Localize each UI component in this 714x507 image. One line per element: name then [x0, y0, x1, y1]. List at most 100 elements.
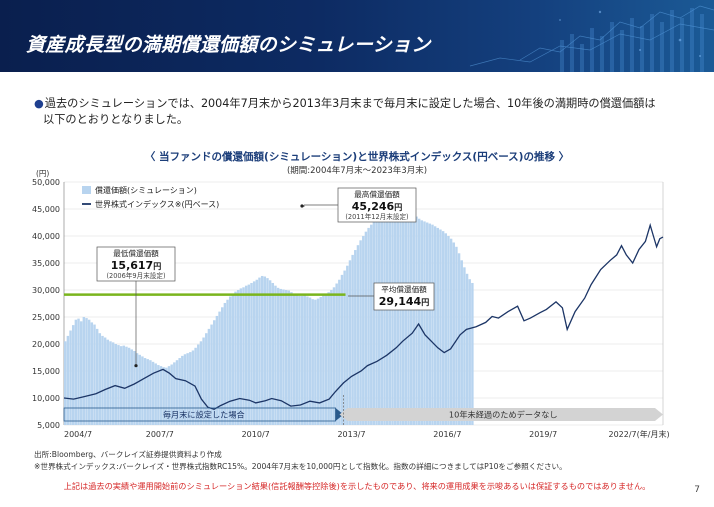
bar-redemption-value [335, 283, 338, 425]
bar-redemption-value [218, 311, 221, 425]
bar-redemption-value [417, 218, 421, 425]
bar-redemption-value [396, 211, 400, 425]
bar-redemption-value [247, 284, 251, 425]
bar-redemption-value [276, 287, 280, 425]
bar-redemption-value [258, 277, 261, 425]
bar-redemption-value [303, 295, 306, 425]
bar-redemption-value [210, 324, 213, 425]
bar-redemption-value [165, 367, 168, 425]
bar-redemption-value [69, 330, 72, 425]
bar-redemption-value [468, 279, 471, 425]
bar-redemption-value [362, 236, 365, 425]
bar-redemption-value [183, 354, 187, 425]
header-decoration [469, 5, 714, 72]
bar-redemption-value [87, 319, 91, 425]
x-tick-label: 2013/7 [337, 430, 365, 439]
bar-redemption-value [399, 210, 402, 425]
index-line [63, 222, 664, 411]
bar-redemption-value [146, 359, 149, 425]
bar-redemption-value [351, 254, 354, 425]
bar-redemption-value [255, 279, 259, 425]
bar-redemption-value [332, 287, 336, 425]
bar-redemption-value [250, 282, 253, 425]
y-tick-label: 5,000 [37, 421, 60, 430]
bar-redemption-value [449, 238, 453, 425]
bar-redemption-value [122, 345, 125, 425]
footnote-source: 出所:Bloomberg、バークレイズ証券提供資料より作成 [34, 450, 222, 459]
bar-redemption-value [370, 224, 373, 425]
avg-callout-value: 29,144円 [379, 295, 429, 308]
bar-redemption-value [314, 299, 317, 425]
page-number: 7 [694, 485, 700, 495]
bar-redemption-value [260, 275, 264, 425]
bar-redemption-value [415, 216, 418, 425]
y-tick-label: 25,000 [32, 313, 60, 322]
bar-redemption-value [231, 293, 235, 425]
bar-redemption-value [383, 216, 386, 425]
bar-redemption-value [412, 214, 416, 425]
band-right-arrow-right-icon [655, 408, 663, 421]
bar-redemption-value [64, 341, 67, 425]
y-unit-label: (円) [36, 169, 49, 178]
bar-redemption-value [457, 253, 461, 425]
max-callout-value: 45,246円 [352, 200, 402, 213]
bar-redemption-value [199, 341, 203, 425]
bar-redemption-value [263, 276, 267, 425]
bar-redemption-value [173, 362, 176, 425]
bar-redemption-value [279, 288, 283, 425]
bar-redemption-value [348, 260, 352, 425]
bar-redemption-value [316, 298, 320, 425]
max-callout-title: 最高償還価額 [354, 189, 400, 199]
bar-redemption-value [436, 227, 440, 425]
band-right-box [347, 408, 655, 421]
bar-redemption-value [471, 282, 474, 425]
bar-redemption-value [431, 224, 434, 425]
bar-redemption-value [378, 218, 381, 425]
bar-redemption-value [82, 317, 86, 425]
band-left-label: 毎月末に設定した場合 [163, 410, 245, 420]
bar-redemption-value [409, 211, 413, 425]
bar-redemption-value [191, 350, 195, 425]
bar-redemption-value [441, 231, 445, 425]
bar-redemption-value [367, 227, 370, 425]
x-tick-label: 2019/7 [529, 430, 557, 439]
bar-redemption-value [268, 280, 272, 425]
bar-redemption-value [77, 318, 80, 425]
bar-redemption-value [98, 333, 102, 425]
bar-redemption-value [274, 285, 277, 425]
bar-redemption-value [271, 282, 275, 425]
disclaimer: 上記は過去の実績や運用開始前のシミュレーション結果(信託報酬等控除後)を示したも… [63, 481, 651, 491]
bar-redemption-value [154, 363, 157, 425]
bar-redemption-value [372, 221, 376, 425]
bar-redemption-value [287, 290, 290, 425]
legend-label-bar: 償還価額(シミュレーション) [95, 185, 197, 195]
bar-redemption-value [162, 367, 165, 425]
bar-redemption-value [175, 360, 179, 425]
avg-callout-title: 平均償還価額 [381, 284, 427, 294]
y-tick-label: 50,000 [32, 178, 60, 187]
bar-redemption-value [359, 240, 362, 425]
bar-redemption-value [106, 339, 110, 425]
y-tick-label: 45,000 [32, 205, 60, 214]
y-tick-label: 40,000 [32, 232, 60, 241]
bar-redemption-value [428, 223, 432, 425]
bar-redemption-value [292, 293, 296, 425]
bar-redemption-value [228, 296, 232, 425]
bar-redemption-value [221, 307, 224, 425]
max-callout-box [337, 187, 417, 223]
bar-redemption-value [103, 337, 107, 425]
bar-redemption-value [447, 236, 450, 425]
bar-redemption-value [338, 279, 341, 425]
legend-swatch-bar [82, 186, 91, 194]
bar-redemption-value [282, 289, 285, 425]
y-tick-label: 20,000 [32, 340, 60, 349]
bar-redemption-value [388, 214, 392, 425]
bar-redemption-value [133, 351, 136, 425]
y-tick-label: 30,000 [32, 286, 60, 295]
bar-redemption-value [343, 270, 346, 425]
y-tick-label: 10,000 [32, 394, 60, 403]
bar-redemption-value [74, 319, 78, 425]
bar-redemption-value [207, 328, 211, 425]
bar-redemption-value [404, 207, 408, 425]
bar-redemption-value [244, 285, 248, 425]
